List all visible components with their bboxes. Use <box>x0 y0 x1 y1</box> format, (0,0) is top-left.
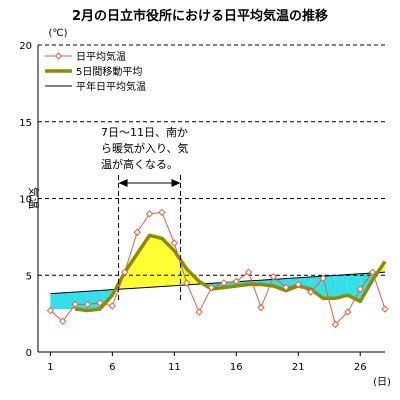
y-tick-label: 15 <box>19 118 32 129</box>
y-tick-label: 5 <box>26 271 32 282</box>
daily-mean-point <box>195 308 203 316</box>
daily-mean-point <box>232 277 240 286</box>
x-tick-label: 11 <box>168 362 181 373</box>
area-fills <box>50 235 385 311</box>
y-tick-label: 10 <box>19 195 32 206</box>
annotation-arrow-left <box>118 179 128 187</box>
annotation-text: 7日～11日、南か <box>101 126 188 139</box>
daily-mean-point <box>145 210 154 218</box>
x-tick-label: 6 <box>109 362 115 373</box>
above-normal-area <box>161 238 175 287</box>
daily-mean-point <box>71 300 79 309</box>
daily-mean-point <box>257 303 265 312</box>
legend-label: 日平均気温 <box>76 50 126 63</box>
above-normal-area <box>174 250 187 286</box>
daily-mean-point <box>183 279 191 287</box>
daily-mean-point <box>319 274 327 283</box>
daily-mean-point <box>220 279 228 287</box>
x-tick-label: 1 <box>47 362 53 373</box>
daily-mean-point <box>170 239 179 247</box>
y-tick-label: 0 <box>26 348 32 359</box>
legend-label: 平年日平均気温 <box>76 80 146 93</box>
above-normal-area <box>149 235 162 288</box>
x-tick-label: 26 <box>354 362 367 373</box>
daily-mean-point <box>46 306 55 315</box>
daily-mean-point <box>59 317 67 326</box>
daily-mean-point <box>207 283 216 292</box>
daily-mean-point <box>368 268 377 276</box>
daily-mean-point <box>282 283 290 292</box>
annotation-text: ら暖気が入り、気 <box>101 141 189 155</box>
grid-lines <box>38 44 385 276</box>
normal-temperature-line <box>50 271 386 295</box>
below-normal-area <box>87 290 100 311</box>
daily-mean-point <box>108 302 117 310</box>
below-normal-area <box>75 291 88 311</box>
daily-mean-point <box>294 280 302 289</box>
daily-mean-point <box>269 273 278 281</box>
above-normal-area <box>124 253 138 289</box>
chart-title: 2月の日立市役所における日平均気温の推移 <box>72 8 328 24</box>
moving-average-line <box>74 233 387 313</box>
series-group <box>46 208 389 329</box>
daily-mean-point <box>244 268 253 276</box>
x-tick-label: 16 <box>230 362 243 373</box>
daily-mean-point <box>306 288 315 296</box>
daily-mean-line <box>50 211 386 326</box>
x-tick-label: 21 <box>292 362 305 373</box>
y-unit-label: (℃) <box>48 28 67 39</box>
daily-mean-point <box>83 300 92 309</box>
daily-mean-point <box>344 308 352 316</box>
below-normal-area <box>50 292 76 310</box>
legend-label: 5日間移動平均 <box>76 65 142 78</box>
annotation-arrow-right <box>171 179 181 187</box>
daily-mean-point <box>381 305 389 313</box>
daily-mean-point <box>356 285 364 293</box>
daily-mean-point <box>96 299 104 307</box>
daily-mean-point <box>158 208 166 217</box>
annotation-text: 温が高くなる。 <box>101 157 178 171</box>
below-normal-area <box>323 275 336 299</box>
below-normal-area <box>335 274 348 299</box>
y-tick-label: 20 <box>19 41 32 52</box>
daily-mean-point <box>121 268 129 276</box>
daily-mean-point <box>331 320 340 329</box>
legend-daily-marker <box>54 52 63 60</box>
x-unit-label: (日) <box>373 377 391 388</box>
daily-mean-point <box>133 228 141 236</box>
